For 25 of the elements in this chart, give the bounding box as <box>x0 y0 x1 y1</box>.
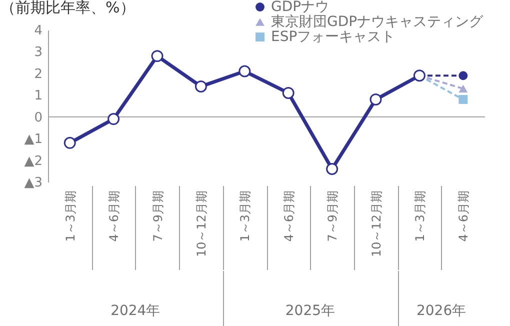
legend-label: GDPナウ <box>271 0 330 15</box>
y-tick-label: 2 <box>34 66 42 82</box>
x-tick-label: 1～3月期 <box>238 190 252 242</box>
text: 2025年 <box>284 302 336 320</box>
x-tick-label: 1～3月期 <box>412 190 427 242</box>
y-tick-label: ▲1 <box>24 132 42 148</box>
y-tick-label: ▲3 <box>24 176 42 190</box>
x-tick-label: 1～3月期 <box>63 190 78 242</box>
y-tick-label: 3 <box>34 45 42 60</box>
x-tick-label: 7～9月期 <box>326 190 340 242</box>
text: 2026年 <box>415 302 468 320</box>
x-tick-label: 4～6月期 <box>107 190 122 242</box>
y-tick-label: 1 <box>34 88 42 104</box>
x-tick-label: 4～6月期 <box>456 190 471 242</box>
x-tick-label: 7～9月期 <box>150 190 165 242</box>
x-tick-label: 10～12月期 <box>194 190 208 258</box>
y-tick-label: 0 <box>34 110 42 126</box>
x-tick-label: 4～6月期 <box>282 190 296 242</box>
y-axis-title: （前期比年率、%） <box>0 0 135 16</box>
text: 2024年 <box>110 302 162 320</box>
y-tick-label: ▲2 <box>24 154 42 169</box>
legend-label: ESPフォーキャスト <box>271 29 396 45</box>
x-tick-label: 10～12月期 <box>369 190 384 258</box>
y-tick-label: 4 <box>34 24 42 38</box>
legend-label: 東京財団GDPナウキャスティング <box>271 14 484 30</box>
